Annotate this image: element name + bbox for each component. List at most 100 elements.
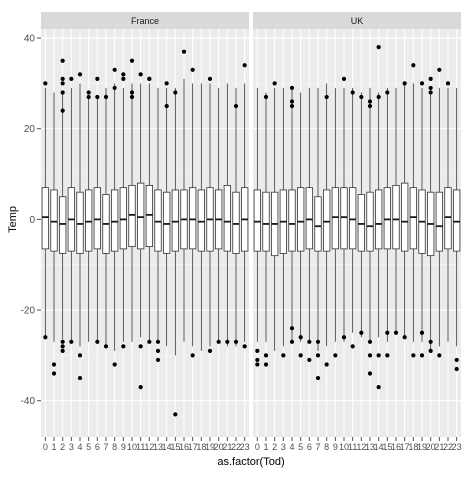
x-tick-label: 16 — [391, 442, 401, 452]
facet-strip — [253, 12, 461, 29]
y-tick-label: 40 — [24, 34, 36, 45]
x-tick-label: 22 — [231, 442, 241, 452]
outlier-point — [289, 99, 295, 104]
box-body — [59, 196, 67, 254]
outlier-point — [190, 353, 195, 358]
panel-background — [253, 29, 461, 437]
x-tick-label: 0 — [43, 442, 48, 452]
outlier-point — [298, 353, 303, 358]
outlier-point — [69, 76, 74, 81]
outlier-point — [155, 339, 161, 344]
box-body — [314, 196, 322, 252]
outlier-point — [233, 103, 239, 109]
box-body — [401, 182, 409, 252]
outlier-point — [307, 339, 312, 344]
box-body — [171, 189, 179, 252]
outlier-point — [207, 76, 213, 81]
outlier-point — [60, 58, 65, 63]
box-body — [76, 191, 84, 254]
outlier-point — [376, 385, 381, 390]
outlier-point — [263, 94, 269, 100]
outlier-point — [77, 72, 83, 77]
outlier-point — [419, 353, 425, 358]
outlier-point — [86, 90, 91, 95]
box-body — [85, 189, 93, 252]
outlier-point — [315, 353, 321, 358]
y-axis-title: Temp — [7, 206, 19, 233]
outlier-point — [428, 339, 433, 344]
x-tick-label: 14 — [162, 442, 172, 452]
box-body — [41, 187, 49, 250]
outlier-point — [367, 371, 373, 376]
x-tick-label: 16 — [179, 442, 189, 452]
box-body — [444, 187, 452, 250]
x-tick-label: 2 — [60, 442, 65, 452]
x-tick-label: 9 — [121, 442, 126, 452]
box-body — [137, 182, 145, 250]
box-body — [357, 194, 365, 252]
x-tick-label: 0 — [255, 442, 260, 452]
x-tick-label: 17 — [400, 442, 410, 452]
outlier-point — [164, 103, 169, 109]
outlier-point — [233, 339, 239, 344]
outlier-point — [367, 353, 373, 358]
outlier-point — [112, 85, 117, 91]
outlier-point — [103, 94, 109, 100]
x-tick-label: 10 — [127, 442, 137, 452]
outlier-point — [437, 67, 442, 72]
box-body — [392, 184, 400, 250]
outlier-point — [60, 81, 65, 86]
outlier-point — [155, 357, 161, 363]
outlier-point — [225, 339, 230, 344]
panel-background — [41, 29, 249, 437]
box-body — [305, 187, 313, 250]
outlier-point — [263, 353, 269, 358]
outlier-point — [95, 76, 100, 81]
outlier-point — [112, 67, 117, 72]
outlier-point — [324, 94, 329, 100]
outlier-point — [428, 348, 433, 353]
box-body — [331, 187, 339, 250]
x-tick-label: 4 — [289, 442, 294, 452]
outlier-point — [86, 94, 91, 100]
y-tick-label: 0 — [29, 215, 35, 226]
x-tick-label: 18 — [408, 442, 418, 452]
outlier-point — [428, 85, 433, 91]
x-tick-label: 20 — [426, 442, 436, 452]
outlier-point — [263, 362, 269, 367]
outlier-point — [60, 90, 65, 95]
outlier-point — [315, 339, 321, 344]
outlier-point — [121, 76, 126, 81]
outlier-point — [69, 339, 74, 344]
outlier-point — [454, 366, 459, 372]
outlier-point — [350, 90, 355, 95]
outlier-point — [437, 353, 442, 358]
outlier-point — [51, 371, 57, 376]
x-tick-label: 19 — [417, 442, 427, 452]
outlier-point — [367, 99, 373, 104]
outlier-point — [341, 76, 347, 81]
facet-strip-label: UK — [351, 16, 364, 26]
x-tick-label: 6 — [95, 442, 100, 452]
box-body — [253, 189, 261, 252]
outlier-point — [255, 357, 260, 363]
outlier-point — [428, 90, 433, 95]
outlier-point — [385, 353, 390, 358]
x-tick-label: 5 — [298, 442, 303, 452]
outlier-point — [60, 344, 65, 349]
x-tick-label: 12 — [356, 442, 366, 452]
outlier-point — [376, 94, 381, 100]
outlier-point — [207, 348, 213, 353]
outlier-point — [359, 94, 364, 100]
outlier-point — [428, 76, 433, 81]
x-tick-label: 17 — [188, 442, 198, 452]
x-tick-label: 9 — [333, 442, 338, 452]
outlier-point — [77, 375, 83, 381]
outlier-point — [307, 357, 312, 363]
box-body — [375, 189, 383, 250]
outlier-point — [411, 353, 416, 358]
outlier-point — [112, 362, 117, 367]
x-tick-label: 21 — [222, 442, 232, 452]
x-tick-label: 15 — [382, 442, 392, 452]
